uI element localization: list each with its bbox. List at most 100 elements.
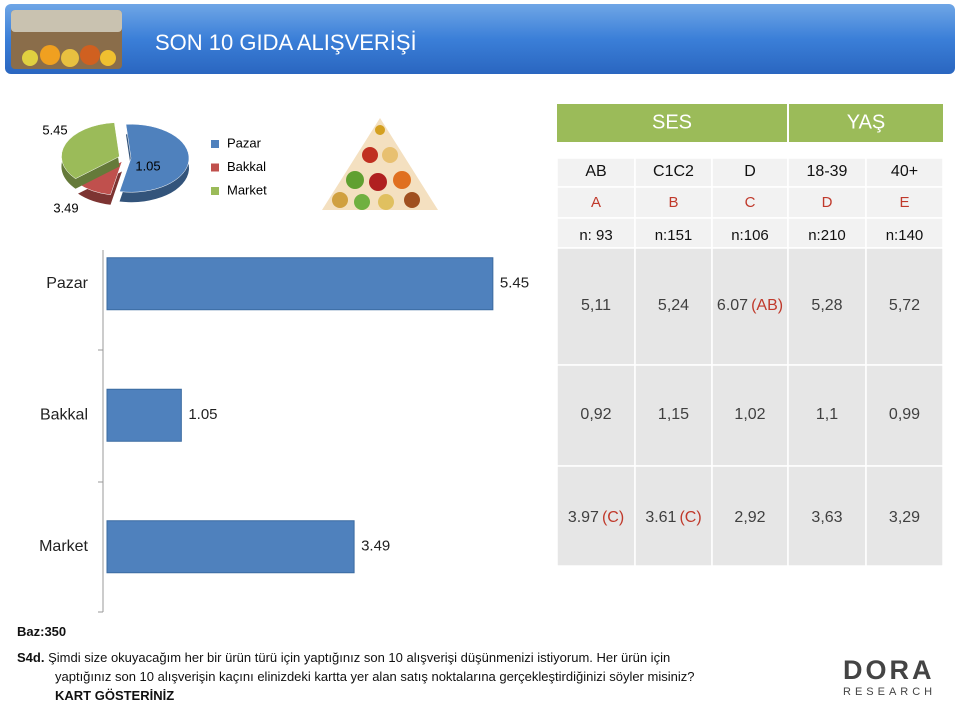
question-id: S4d. bbox=[17, 650, 45, 665]
value: 1,15 bbox=[658, 406, 689, 423]
legend-swatch bbox=[211, 140, 219, 148]
table-cell bbox=[711, 247, 789, 366]
legend-label: Market bbox=[227, 182, 267, 197]
legend-label: Bakkal bbox=[227, 159, 266, 174]
logo: DORA RESEARCH bbox=[843, 655, 933, 699]
table-cell bbox=[865, 217, 944, 249]
table-cell bbox=[787, 186, 867, 219]
instruction: KART GÖSTERİNİZ bbox=[55, 688, 175, 703]
column-header: 40+ bbox=[891, 163, 918, 180]
value: 1,1 bbox=[816, 406, 838, 423]
table-cell bbox=[711, 465, 789, 567]
value: 0,99 bbox=[889, 406, 920, 423]
bar bbox=[106, 388, 182, 442]
table-cell bbox=[634, 247, 713, 366]
table-value: 3.61 (C) bbox=[645, 509, 701, 526]
table-value: 0,99 bbox=[889, 406, 920, 423]
value: 5,24 bbox=[658, 297, 689, 314]
sample-size: n: 93 bbox=[579, 227, 612, 244]
value: 3.61 bbox=[645, 509, 676, 526]
value: 2,92 bbox=[734, 509, 765, 526]
table-value: 2,92 bbox=[734, 509, 765, 526]
table-value: 3.97 (C) bbox=[568, 509, 624, 526]
table-cell bbox=[865, 364, 944, 467]
bar bbox=[106, 520, 355, 574]
table-value: 5,24 bbox=[658, 297, 689, 314]
significance: (C) bbox=[679, 509, 701, 526]
category-label: Market bbox=[39, 538, 88, 555]
column-letter: C bbox=[745, 194, 756, 211]
table-value: 5,11 bbox=[581, 297, 611, 314]
table-value: 3,63 bbox=[811, 509, 842, 526]
base: Baz:350 bbox=[17, 624, 67, 639]
value: 5,28 bbox=[811, 297, 842, 314]
value: 5,72 bbox=[889, 297, 920, 314]
column-header: AB bbox=[585, 163, 606, 180]
sample-size: n:210 bbox=[808, 227, 846, 244]
market-photo bbox=[11, 10, 122, 69]
value-label: 3.49 bbox=[361, 538, 390, 555]
pie-slice bbox=[61, 122, 120, 179]
table-cell bbox=[556, 217, 636, 249]
question: Şimdi size okuyacağım her bir ürün türü … bbox=[48, 650, 671, 665]
column-letter: B bbox=[668, 194, 678, 211]
value: 6.07 bbox=[717, 297, 748, 314]
value-label: 5.45 bbox=[500, 275, 529, 292]
column-header: 18-39 bbox=[807, 163, 848, 180]
table-cell bbox=[556, 247, 636, 366]
column-header: D bbox=[744, 163, 756, 180]
title: SON 10 GIDA ALIŞVERİŞİ bbox=[155, 30, 417, 55]
table-cell bbox=[634, 364, 713, 467]
table-value: 5,72 bbox=[889, 297, 920, 314]
table-cell bbox=[787, 217, 867, 249]
pie-label: 5.45 bbox=[42, 122, 67, 137]
significance: (C) bbox=[602, 509, 624, 526]
table-cell bbox=[556, 157, 636, 188]
legend-swatch bbox=[211, 163, 219, 172]
table-cell bbox=[711, 157, 789, 188]
table-cell bbox=[634, 186, 713, 219]
table-cell bbox=[865, 157, 944, 188]
logo-name: DORA bbox=[843, 655, 935, 685]
significance: (AB) bbox=[751, 297, 783, 314]
table-cell bbox=[787, 364, 867, 467]
column-letter: A bbox=[591, 194, 601, 211]
table-cell bbox=[556, 465, 636, 567]
chart: SON 10 GIDA ALIŞVERİŞİ 5.45 1.05 3.49 Pazar… bbox=[5, 4, 955, 613]
category-label: Bakkal bbox=[40, 406, 88, 423]
legend-label: Pazar bbox=[227, 135, 262, 150]
logo-tagline: RESEARCH bbox=[843, 686, 937, 698]
table-cell bbox=[711, 364, 789, 467]
value: 0,92 bbox=[580, 406, 611, 423]
pie-label: 3.49 bbox=[53, 200, 78, 215]
table-cell bbox=[865, 465, 944, 567]
header-bar bbox=[5, 4, 955, 74]
value-label: 1.05 bbox=[188, 406, 217, 423]
table-cell bbox=[634, 217, 713, 249]
sample-size: n:151 bbox=[655, 227, 693, 244]
table-value: 6.07 (AB) bbox=[717, 297, 783, 314]
footer: Baz:350 S4d. Şimdi size okuyacağım her b… bbox=[17, 622, 694, 705]
table-value: 5,28 bbox=[811, 297, 842, 314]
legend-swatch bbox=[211, 187, 219, 195]
group-header: SES bbox=[652, 111, 692, 133]
table-header-bg bbox=[557, 104, 943, 142]
table-cell bbox=[865, 186, 944, 219]
table-cell bbox=[556, 364, 636, 467]
value: 3.97 bbox=[568, 509, 599, 526]
pie-label: 1.05 bbox=[135, 158, 160, 173]
food-pyramid bbox=[322, 118, 438, 210]
value: 5,11 bbox=[581, 297, 611, 314]
table-value: 1,1 bbox=[816, 406, 838, 423]
column-header: C1C2 bbox=[653, 163, 694, 180]
category-label: Pazar bbox=[46, 275, 88, 292]
value: 3,63 bbox=[811, 509, 842, 526]
bar bbox=[106, 257, 494, 311]
sample-size: n:106 bbox=[731, 227, 769, 244]
table-value: 1,02 bbox=[734, 406, 765, 423]
column-letter: E bbox=[899, 194, 909, 211]
pie-slice bbox=[119, 123, 190, 193]
value: 1,02 bbox=[734, 406, 765, 423]
table-cell bbox=[865, 247, 944, 366]
